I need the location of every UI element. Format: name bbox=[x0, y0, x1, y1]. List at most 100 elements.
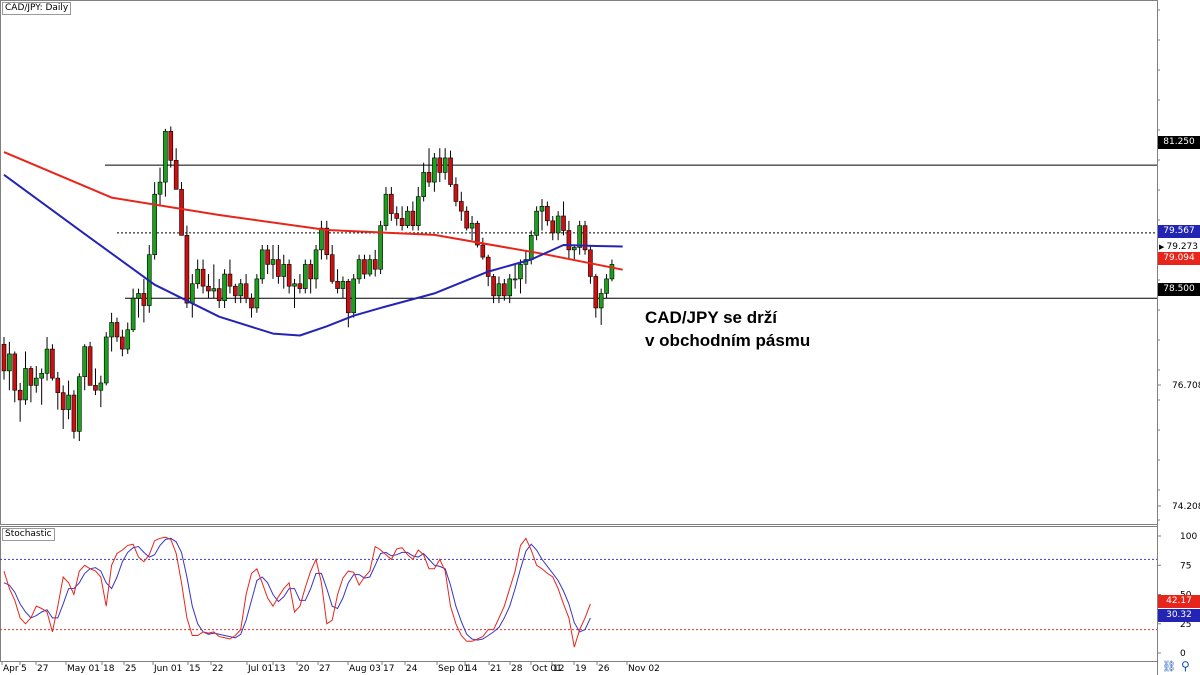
time-axis-label: 27 bbox=[37, 664, 48, 674]
candle-body bbox=[125, 329, 131, 350]
candle-body bbox=[233, 285, 238, 297]
link-icon[interactable]: ⛓ bbox=[1162, 660, 1176, 673]
support-price-tag: 78.500 bbox=[1158, 283, 1200, 296]
candle-body bbox=[168, 130, 174, 161]
chart-annotation: CAD/JPY se drží v obchodním pásmu bbox=[645, 306, 810, 352]
time-axis-label: 15 bbox=[189, 664, 200, 674]
time-axis-label: 5 bbox=[21, 664, 27, 674]
candle-body bbox=[512, 278, 518, 281]
time-axis-label: Nov 02 bbox=[628, 664, 660, 674]
time-axis-label: May 01 bbox=[67, 664, 100, 674]
candle-body bbox=[561, 215, 566, 231]
time-axis-label: 21 bbox=[490, 664, 501, 674]
candle-body bbox=[227, 273, 233, 287]
candle-body bbox=[292, 283, 297, 287]
candle-body bbox=[598, 293, 604, 309]
candle-body bbox=[545, 206, 550, 222]
candle-body bbox=[270, 259, 276, 265]
candle-body bbox=[324, 227, 330, 256]
time-axis-label: Sep 01 bbox=[438, 664, 469, 674]
candle-body bbox=[130, 297, 136, 331]
zoom-icon[interactable]: ⚲ bbox=[1181, 659, 1190, 673]
candle-body bbox=[23, 368, 28, 401]
candle-body bbox=[378, 225, 383, 270]
time-axis-label: Jul 01 bbox=[247, 664, 273, 674]
candle-body bbox=[437, 157, 443, 173]
candle-body bbox=[550, 220, 556, 234]
candle-body bbox=[276, 259, 281, 277]
candle-body bbox=[475, 222, 480, 246]
time-axis-label: Jun 01 bbox=[153, 664, 182, 674]
candle-body bbox=[66, 394, 71, 410]
candle-body bbox=[415, 196, 421, 226]
time-axis-label: 25 bbox=[125, 664, 136, 674]
candle-body bbox=[405, 210, 410, 226]
candle-body bbox=[432, 157, 437, 183]
candle-body bbox=[179, 189, 184, 236]
candle-body bbox=[335, 281, 340, 289]
candle-body bbox=[464, 210, 469, 229]
time-axis-label: Apr bbox=[3, 664, 19, 674]
candle-body bbox=[190, 283, 195, 304]
candle-body bbox=[265, 249, 270, 265]
candle-body bbox=[566, 230, 572, 251]
candle-body bbox=[319, 227, 324, 251]
candle-body bbox=[453, 184, 459, 202]
time-axis-label: 27 bbox=[319, 664, 330, 674]
price-axis-label: 74.208 bbox=[1172, 502, 1200, 512]
candle-body bbox=[346, 281, 351, 314]
candle-body bbox=[389, 193, 394, 214]
candle-body bbox=[362, 259, 367, 275]
time-axis-label: 17 bbox=[383, 664, 394, 674]
candle-body bbox=[410, 210, 416, 226]
candle-body bbox=[98, 382, 104, 391]
candle-body bbox=[141, 293, 147, 306]
candle-body bbox=[50, 348, 55, 379]
fast-moving-average-line bbox=[3, 173, 623, 337]
candle-body bbox=[259, 249, 265, 280]
candle-body bbox=[507, 278, 513, 297]
candle-body bbox=[308, 264, 313, 280]
candle-body bbox=[539, 206, 545, 212]
stoch-axis-label: 100 bbox=[1180, 532, 1197, 542]
time-axis-label: 24 bbox=[406, 664, 418, 674]
candle-body bbox=[249, 297, 254, 309]
candle-body bbox=[200, 268, 206, 287]
stochastic-k-line bbox=[3, 536, 591, 648]
candle-body bbox=[534, 210, 539, 236]
resistance-price-tag: 81.250 bbox=[1158, 136, 1200, 149]
symbol-title: CAD/JPY: Daily bbox=[2, 2, 72, 15]
candle-body bbox=[399, 218, 405, 226]
candle-body bbox=[356, 259, 362, 280]
candle-body bbox=[485, 256, 491, 277]
candle-body bbox=[469, 222, 475, 229]
time-axis-label: Aug 03 bbox=[349, 664, 381, 674]
annotation-line-2: v obchodním pásmu bbox=[645, 331, 811, 350]
candle-body bbox=[528, 235, 534, 260]
time-axis-label: 19 bbox=[575, 664, 587, 674]
last-price-marker-icon: ▶ bbox=[1159, 243, 1165, 251]
candle-body bbox=[12, 353, 18, 391]
candle-body bbox=[281, 264, 287, 277]
candle-body bbox=[286, 264, 292, 287]
candle-body bbox=[571, 247, 577, 251]
candle-body bbox=[593, 276, 599, 309]
candle-body bbox=[448, 157, 453, 185]
candle-body bbox=[33, 377, 39, 386]
candle-body bbox=[243, 283, 249, 299]
time-axis-label: 20 bbox=[298, 664, 310, 674]
candle-body bbox=[297, 283, 303, 289]
candle-body bbox=[206, 285, 211, 292]
candle-body bbox=[238, 283, 244, 297]
candle-body bbox=[254, 278, 260, 309]
candle-body bbox=[216, 288, 222, 301]
stoch-axis-label: 0 bbox=[1180, 649, 1186, 659]
candle-body bbox=[496, 283, 502, 297]
stochastic-d-line bbox=[3, 537, 591, 641]
candle-body bbox=[152, 193, 157, 256]
candle-body bbox=[518, 264, 523, 280]
candle-body bbox=[302, 264, 308, 289]
candle-body bbox=[184, 235, 190, 304]
